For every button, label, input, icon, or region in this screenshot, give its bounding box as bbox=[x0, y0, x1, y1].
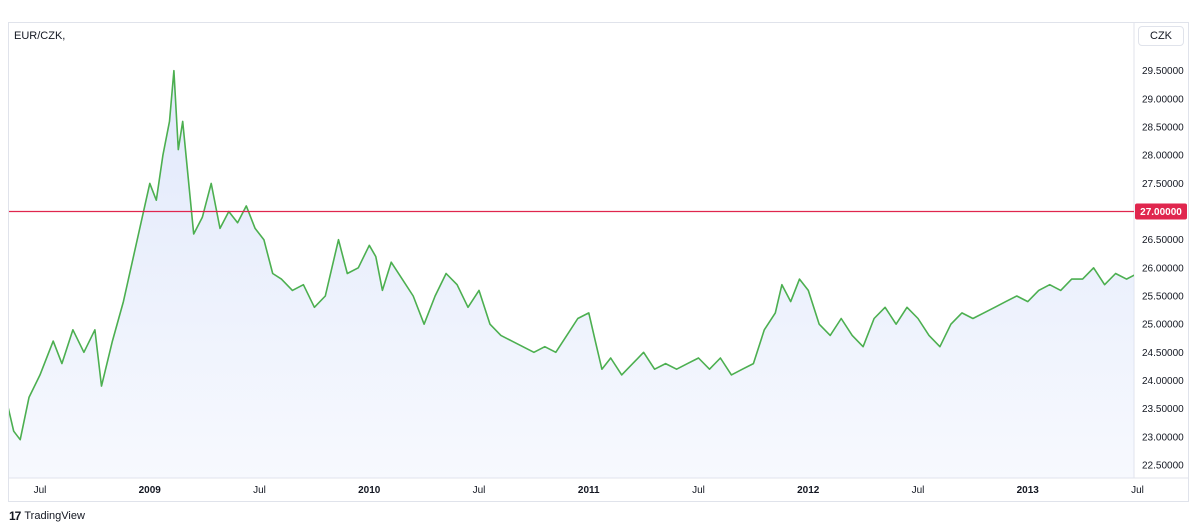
y-tick-label: 25.50000 bbox=[1142, 292, 1184, 303]
x-tick-label: Jul bbox=[253, 485, 266, 496]
y-tick-label: 27.50000 bbox=[1142, 179, 1184, 190]
x-tick-label: 2010 bbox=[358, 485, 381, 496]
x-tick-label: Jul bbox=[34, 485, 47, 496]
x-tick-label: 2009 bbox=[139, 485, 162, 496]
y-tick-label: 26.00000 bbox=[1142, 263, 1184, 274]
x-tick-label: Jul bbox=[473, 485, 486, 496]
y-tick-label: 24.00000 bbox=[1142, 376, 1184, 387]
y-tick-label: 23.50000 bbox=[1142, 404, 1184, 415]
y-tick-label: 23.00000 bbox=[1142, 432, 1184, 443]
price-label-27: 27.00000 bbox=[1140, 207, 1182, 218]
y-tick-label: 28.00000 bbox=[1142, 151, 1184, 162]
tradingview-brand[interactable]: 17 TradingView bbox=[9, 509, 85, 523]
brand-label: TradingView bbox=[24, 510, 85, 522]
price-label-box bbox=[1135, 203, 1187, 220]
y-tick-label: 28.50000 bbox=[1142, 123, 1184, 134]
x-tick-label: Jul bbox=[912, 485, 925, 496]
y-tick-label: 29.50000 bbox=[1142, 66, 1184, 77]
x-tick-label: 2011 bbox=[578, 485, 600, 496]
series-area-fill bbox=[9, 70, 1134, 478]
y-tick-label: 22.50000 bbox=[1142, 461, 1184, 472]
x-tick-label: 2012 bbox=[797, 485, 820, 496]
y-tick-label: 25.00000 bbox=[1142, 320, 1184, 331]
chart-frame bbox=[8, 22, 1189, 502]
symbol-label: EUR/CZK, bbox=[14, 30, 66, 42]
y-tick-label: 29.00000 bbox=[1142, 94, 1184, 105]
y-tick-label: 24.50000 bbox=[1142, 348, 1184, 359]
x-tick-label: 2013 bbox=[1017, 485, 1040, 496]
y-tick-label: 26.50000 bbox=[1142, 235, 1184, 246]
currency-button[interactable]: CZK bbox=[1138, 26, 1184, 46]
series-line-eur-czk bbox=[9, 69, 1134, 441]
x-tick-label: Jul bbox=[692, 485, 705, 496]
x-tick-label: Jul bbox=[1131, 485, 1144, 496]
tradingview-logo-icon: 17 bbox=[9, 509, 21, 523]
